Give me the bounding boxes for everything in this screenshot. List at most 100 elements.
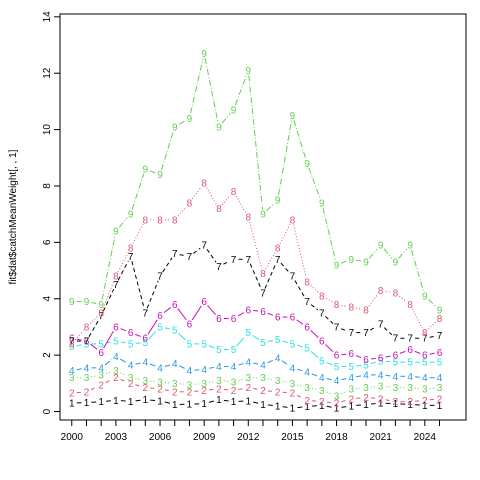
x-tick-label: 2021 (370, 432, 393, 443)
series-5-point: 5 (231, 345, 237, 356)
series-6-segment (103, 331, 114, 349)
series-5-segment (120, 341, 126, 344)
series-5-point: 5 (201, 339, 207, 350)
series-6-segment (191, 305, 202, 321)
series-5-point: 5 (348, 362, 354, 373)
series-3-point: 3 (334, 392, 340, 403)
series-3-point: 3 (69, 373, 75, 384)
series-3-segment (238, 378, 244, 382)
series-8-point: 8 (157, 215, 163, 226)
series-9-point: 9 (407, 241, 413, 252)
series-4-segment (104, 359, 113, 366)
series-6-segment (237, 312, 245, 317)
series-7-segment (193, 247, 201, 254)
series-4-point: 4 (422, 373, 428, 384)
series-4-point: 4 (407, 372, 413, 383)
series-4-point: 4 (216, 362, 222, 373)
series-3-point: 3 (437, 383, 443, 394)
series-6-point: 6 (334, 351, 340, 362)
series-7-segment (264, 263, 277, 289)
series-4-segment (311, 373, 318, 377)
series-7-segment (310, 304, 319, 311)
series-4-point: 4 (187, 366, 193, 377)
series-5-point: 5 (128, 339, 134, 350)
series-7-point: 7 (216, 262, 222, 273)
series-7-point: 7 (201, 241, 207, 252)
series-9-segment (411, 249, 424, 292)
series-2-point: 2 (69, 389, 75, 400)
series-9-segment (149, 170, 156, 174)
series-7-segment (223, 261, 230, 265)
series-2-segment (341, 399, 347, 403)
series-8-point: 8 (187, 198, 193, 209)
series-2-segment (120, 379, 127, 383)
series-9-segment (341, 260, 347, 264)
series-6-segment (325, 344, 334, 353)
series-8-point: 8 (422, 328, 428, 339)
series-8-segment (356, 307, 362, 310)
series-7-segment (131, 261, 145, 309)
series-1-point: 1 (304, 402, 310, 413)
series-8-segment (206, 187, 217, 205)
series-2-point: 2 (216, 384, 222, 395)
series-6-point: 6 (128, 328, 134, 339)
series-6-segment (90, 343, 98, 350)
series-9-point: 9 (246, 66, 252, 77)
series-7-point: 7 (378, 320, 384, 331)
series-4-point: 4 (319, 373, 325, 384)
series-6-point: 6 (348, 349, 354, 360)
series-4-point: 4 (393, 372, 399, 383)
series-7-point: 7 (363, 328, 369, 339)
x-tick-label: 2000 (61, 432, 84, 443)
series-6-segment (120, 328, 127, 332)
series-9-point: 9 (348, 255, 354, 266)
series-2-point: 2 (246, 383, 252, 394)
series-2-point: 2 (363, 393, 369, 404)
series-9-point: 9 (334, 260, 340, 271)
x-tick-label: 2009 (193, 432, 216, 443)
series-7-segment (117, 260, 129, 281)
series-1-segment (326, 405, 332, 408)
series-9-point: 9 (128, 210, 134, 221)
series-9-segment (322, 207, 336, 261)
series-3-point: 3 (128, 373, 134, 384)
series-8-segment (221, 195, 231, 206)
series-6-point: 6 (201, 297, 207, 308)
series-3-segment (267, 378, 273, 381)
series-6-point: 6 (304, 322, 310, 333)
series-6-point: 6 (260, 307, 266, 318)
series-8-segment (192, 186, 202, 200)
series-8-point: 8 (201, 179, 207, 190)
series-7-segment (383, 327, 393, 336)
series-9-point: 9 (304, 159, 310, 170)
series-4-segment (267, 359, 274, 364)
series-8-point: 8 (98, 308, 104, 319)
series-2-point: 2 (84, 387, 90, 398)
series-1-point: 1 (290, 404, 296, 415)
series-9-point: 9 (260, 210, 266, 221)
series-3-segment (340, 390, 347, 395)
series-1-segment (164, 401, 171, 404)
series-1-point: 1 (128, 397, 134, 408)
series-8-segment (235, 195, 247, 213)
series-8-point: 8 (246, 213, 252, 224)
series-8-segment (325, 298, 333, 303)
series-7-point: 7 (157, 272, 163, 283)
series-8-point: 8 (172, 215, 178, 226)
series-6-point: 6 (246, 306, 252, 317)
series-1-segment (223, 399, 229, 402)
series-8-point: 8 (334, 300, 340, 311)
series-7-point: 7 (275, 255, 281, 266)
series-9-segment (161, 131, 174, 171)
series-5-point: 5 (304, 344, 310, 355)
series-5-point: 5 (363, 361, 369, 372)
series-1-point: 1 (334, 404, 340, 415)
series-8-point: 8 (378, 286, 384, 297)
series-7-point: 7 (319, 308, 325, 319)
series-3-point: 3 (304, 383, 310, 394)
series-7-segment (370, 326, 377, 331)
series-6-point: 6 (113, 322, 119, 333)
series-5-point: 5 (187, 339, 193, 350)
series-9-point: 9 (422, 291, 428, 302)
